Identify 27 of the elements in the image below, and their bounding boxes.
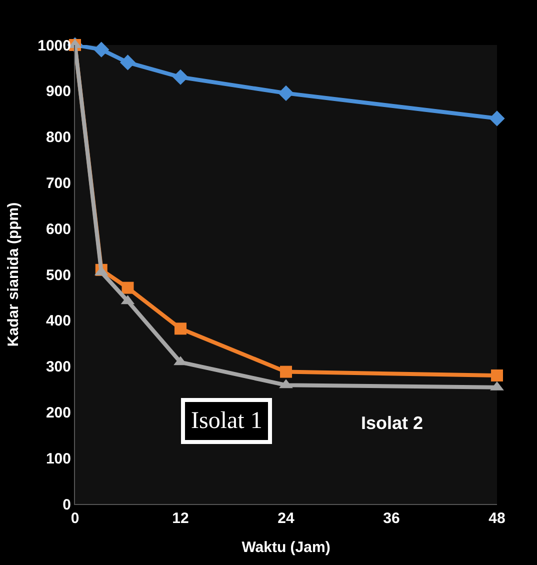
x-tick-label: 36 [383, 510, 400, 527]
point [280, 366, 292, 378]
y-tick-label: 600 [46, 220, 71, 238]
point [120, 54, 136, 70]
y-tick-label: 400 [46, 312, 71, 330]
annotation: Isolat 1 [191, 408, 262, 434]
point [174, 322, 186, 335]
y-tick-label: 200 [46, 404, 71, 422]
point [491, 369, 503, 382]
x-tick-label: 24 [278, 510, 295, 527]
x-axis-title: Waktu (Jam) [242, 539, 330, 556]
y-tick-label: 800 [46, 129, 71, 146]
annotation: Isolat 2 [361, 413, 424, 433]
y-tick-label: 0 [62, 496, 71, 514]
x-tick-label: 12 [172, 510, 189, 527]
y-axis-title: Kadar sianida (ppm) [4, 202, 22, 347]
x-tick-label: 48 [488, 510, 506, 527]
y-tick-label: 900 [46, 83, 71, 100]
point [489, 110, 505, 126]
point [122, 282, 134, 294]
y-tick-label: 500 [46, 266, 71, 284]
y-tick-label: 300 [46, 358, 71, 376]
point [172, 69, 188, 85]
point [94, 42, 110, 58]
y-tick-label: 100 [46, 450, 71, 468]
y-tick-label: 700 [46, 174, 71, 192]
point [278, 85, 294, 101]
